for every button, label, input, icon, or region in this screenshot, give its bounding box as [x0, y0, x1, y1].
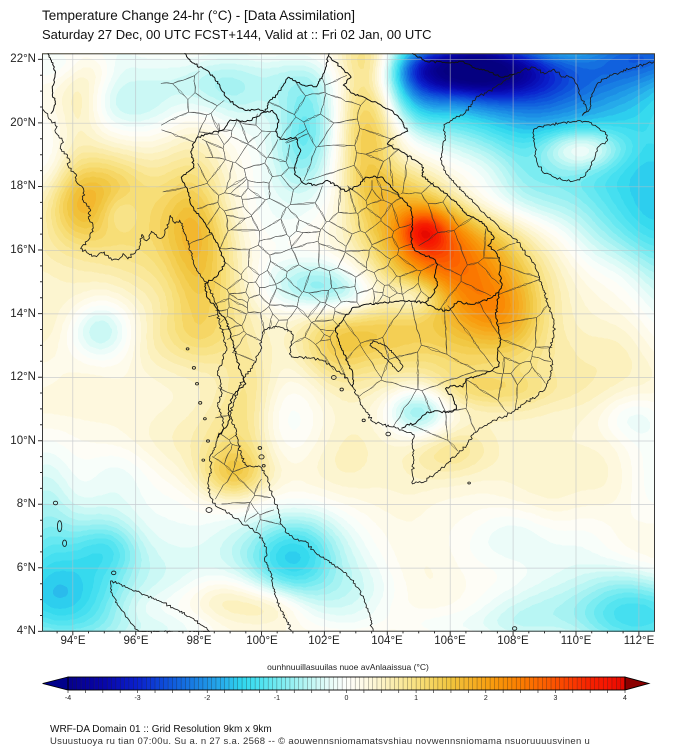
svg-text:-4: -4: [65, 695, 71, 702]
svg-text:-3: -3: [134, 695, 140, 702]
svg-text:2: 2: [484, 695, 488, 702]
svg-text:-2: -2: [204, 695, 210, 702]
svg-text:3: 3: [553, 695, 557, 702]
svg-text:1: 1: [414, 695, 418, 702]
svg-text:-1: -1: [274, 695, 280, 702]
svg-text:0: 0: [345, 695, 349, 702]
svg-text:4: 4: [623, 695, 627, 702]
